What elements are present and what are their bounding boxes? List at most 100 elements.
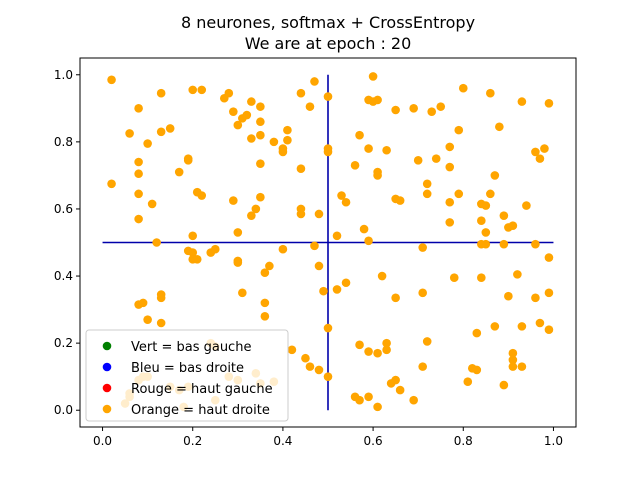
data-point — [391, 293, 400, 303]
data-point — [454, 125, 464, 135]
y-tick-label: 0.4 — [54, 269, 73, 283]
data-point — [531, 293, 540, 303]
data-point — [233, 120, 243, 130]
data-point — [305, 102, 315, 111]
data-point — [477, 239, 486, 249]
data-point — [256, 102, 265, 111]
data-point — [134, 157, 143, 167]
data-point — [513, 270, 522, 279]
y-tick-label: 1.0 — [54, 68, 73, 82]
data-point — [247, 211, 256, 220]
data-point — [247, 97, 256, 106]
data-point — [495, 122, 504, 132]
data-point — [409, 104, 418, 113]
data-point — [341, 197, 351, 207]
data-point — [256, 130, 265, 140]
data-point — [458, 83, 468, 93]
data-point — [296, 88, 306, 98]
legend-label: Vert = bas gauche — [131, 340, 251, 355]
data-point — [422, 337, 432, 346]
data-point — [540, 144, 549, 153]
data-point — [517, 97, 527, 106]
data-point — [147, 199, 157, 209]
data-point — [256, 117, 265, 127]
data-point — [364, 236, 373, 246]
data-point — [391, 105, 400, 115]
data-point — [305, 362, 315, 371]
data-point — [413, 156, 423, 165]
data-point — [233, 258, 243, 267]
data-point — [499, 239, 509, 249]
data-point — [418, 243, 427, 252]
data-points — [107, 72, 554, 412]
data-point — [445, 218, 455, 227]
data-point — [504, 291, 513, 301]
data-point — [152, 238, 161, 247]
x-tick-label: 0.4 — [273, 434, 292, 448]
data-point — [418, 362, 427, 371]
data-point — [472, 328, 482, 338]
data-point — [454, 189, 464, 199]
data-point — [188, 85, 198, 95]
data-point — [296, 164, 306, 173]
data-point — [197, 85, 207, 95]
data-point — [251, 204, 261, 214]
data-point — [382, 145, 391, 155]
data-point — [301, 353, 310, 363]
data-point — [134, 104, 143, 113]
data-point — [143, 139, 152, 148]
data-point — [283, 135, 292, 145]
data-point — [364, 392, 373, 402]
data-point — [477, 216, 486, 225]
data-point — [183, 154, 193, 163]
data-point — [359, 224, 369, 234]
data-point — [409, 395, 418, 405]
data-point — [278, 244, 288, 254]
data-point — [472, 365, 482, 375]
data-point — [544, 325, 554, 335]
data-point — [382, 338, 391, 348]
x-axis: 0.0 0.2 0.4 0.6 0.8 1.0 — [93, 427, 563, 448]
data-point — [486, 88, 495, 98]
data-point — [332, 285, 342, 294]
data-point — [323, 323, 333, 333]
data-point — [341, 278, 351, 288]
data-point — [319, 286, 328, 296]
legend-box — [85, 329, 289, 422]
data-point — [422, 179, 432, 189]
data-point — [490, 322, 500, 331]
data-point — [296, 209, 306, 219]
data-point — [508, 355, 518, 365]
data-point — [364, 347, 373, 356]
data-point — [373, 95, 382, 105]
legend-marker — [102, 383, 112, 393]
data-point — [323, 372, 333, 381]
legend-marker — [102, 362, 112, 372]
data-point — [107, 75, 116, 85]
data-point — [481, 228, 491, 237]
data-point — [350, 161, 360, 170]
plot-frame — [79, 57, 577, 428]
data-point — [531, 239, 540, 249]
data-point — [188, 231, 198, 241]
data-point — [544, 98, 554, 108]
data-point — [490, 171, 500, 180]
data-point — [535, 154, 545, 163]
data-point — [125, 129, 134, 138]
x-tick-label: 0.6 — [364, 434, 383, 448]
data-point — [477, 273, 486, 283]
data-point — [192, 254, 202, 264]
data-point — [260, 268, 270, 277]
data-point — [229, 107, 238, 116]
data-point — [238, 288, 247, 298]
y-tick-label: 0.6 — [54, 202, 73, 216]
data-point — [391, 375, 400, 385]
data-point — [395, 385, 405, 395]
data-point — [310, 77, 319, 86]
data-point — [314, 261, 324, 271]
chart-subtitle: We are at epoch : 20 — [245, 34, 412, 53]
data-point — [481, 201, 491, 210]
data-point — [233, 228, 243, 237]
data-point — [395, 196, 405, 205]
data-point — [535, 318, 545, 328]
